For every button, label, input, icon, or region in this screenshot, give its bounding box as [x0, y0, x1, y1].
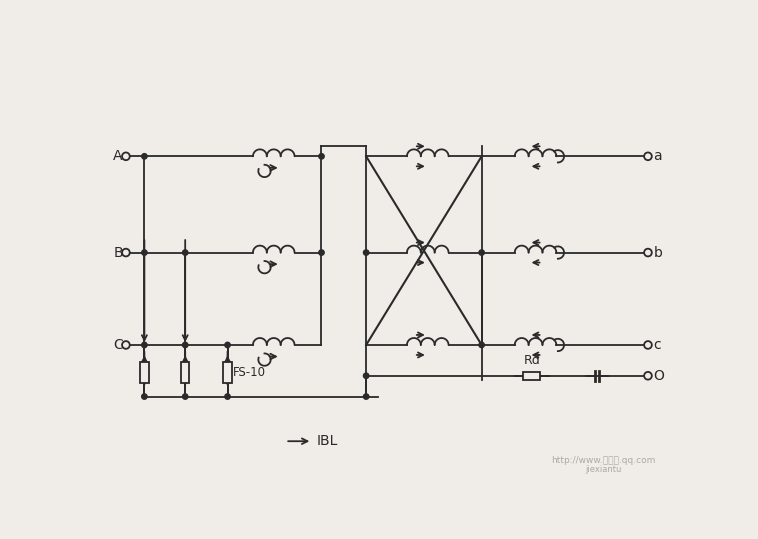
Circle shape: [142, 154, 147, 159]
Circle shape: [183, 250, 188, 255]
Text: B: B: [113, 246, 123, 260]
Bar: [181, 362, 190, 383]
Circle shape: [644, 372, 652, 379]
Circle shape: [142, 250, 147, 255]
Circle shape: [363, 394, 369, 399]
Text: IBL: IBL: [317, 434, 338, 448]
Circle shape: [142, 394, 147, 399]
Text: O: O: [653, 369, 664, 383]
Circle shape: [644, 153, 652, 160]
Text: FS-10: FS-10: [233, 366, 266, 379]
Circle shape: [225, 394, 230, 399]
Circle shape: [142, 342, 147, 348]
Circle shape: [479, 342, 484, 348]
Circle shape: [644, 341, 652, 349]
Circle shape: [122, 248, 130, 257]
Circle shape: [319, 154, 324, 159]
Text: A: A: [114, 149, 123, 163]
Circle shape: [225, 342, 230, 348]
Text: C: C: [113, 338, 123, 352]
Circle shape: [644, 248, 652, 257]
Circle shape: [479, 250, 484, 255]
Text: http://www.捷联图.qq.com: http://www.捷联图.qq.com: [551, 456, 656, 465]
Bar: [523, 372, 540, 379]
Text: c: c: [653, 338, 661, 352]
Text: Rd: Rd: [523, 354, 540, 367]
Circle shape: [183, 342, 188, 348]
Text: jiexiantu: jiexiantu: [585, 465, 622, 474]
Circle shape: [319, 250, 324, 255]
Circle shape: [122, 153, 130, 160]
Circle shape: [363, 250, 369, 255]
Circle shape: [183, 394, 188, 399]
Text: b: b: [653, 246, 662, 260]
Bar: [224, 362, 232, 383]
Bar: [140, 362, 149, 383]
Text: a: a: [653, 149, 662, 163]
Circle shape: [122, 341, 130, 349]
Circle shape: [363, 373, 369, 378]
